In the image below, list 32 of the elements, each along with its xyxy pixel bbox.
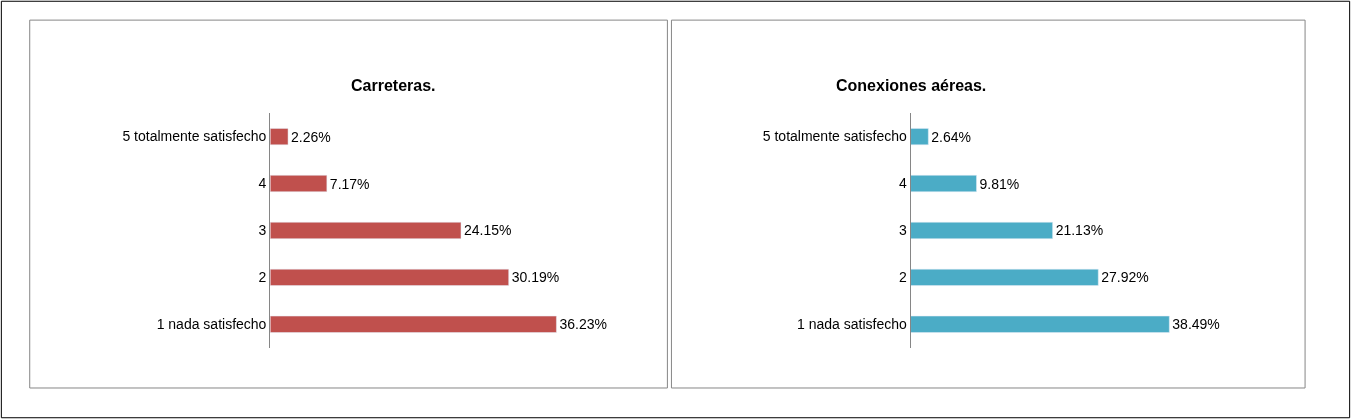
chart-title: Conexiones aéreas. (836, 77, 987, 94)
y-tick-label: 1 nada satisfecho (156, 316, 267, 333)
y-tick-label: 3 (258, 222, 267, 239)
bar (270, 268, 509, 286)
y-tick-label: 2 (258, 269, 267, 286)
y-tick-label: 3 (898, 222, 907, 239)
bar (910, 175, 977, 192)
data-label: 24.15% (463, 222, 512, 239)
bar (270, 128, 289, 146)
bar (910, 128, 929, 146)
data-label: 38.49% (1172, 316, 1220, 333)
bar (910, 315, 1170, 333)
y-tick-label: 4 (258, 175, 267, 192)
bar (910, 221, 1053, 239)
data-label: 2.26% (291, 128, 331, 145)
data-label: 36.23% (559, 316, 607, 333)
y-tick-label: 5 totalmente satisfecho (762, 128, 907, 145)
y-tick-label: 2 (898, 269, 907, 286)
bar (270, 221, 462, 239)
data-label: 21.13% (1055, 222, 1104, 239)
bar (270, 315, 557, 333)
data-label: 27.92% (1101, 269, 1149, 286)
data-label: 9.81% (979, 175, 1020, 192)
data-label: 30.19% (511, 269, 560, 286)
chart-title: Carreteras. (351, 77, 436, 94)
y-tick-label: 4 (898, 175, 907, 192)
data-label: 7.17% (329, 175, 370, 192)
y-tick-label: 5 totalmente satisfecho (122, 128, 267, 145)
bar (910, 268, 1099, 286)
bar (270, 175, 328, 192)
y-tick-label: 1 nada satisfecho (797, 316, 907, 333)
data-label: 2.64% (931, 128, 972, 145)
